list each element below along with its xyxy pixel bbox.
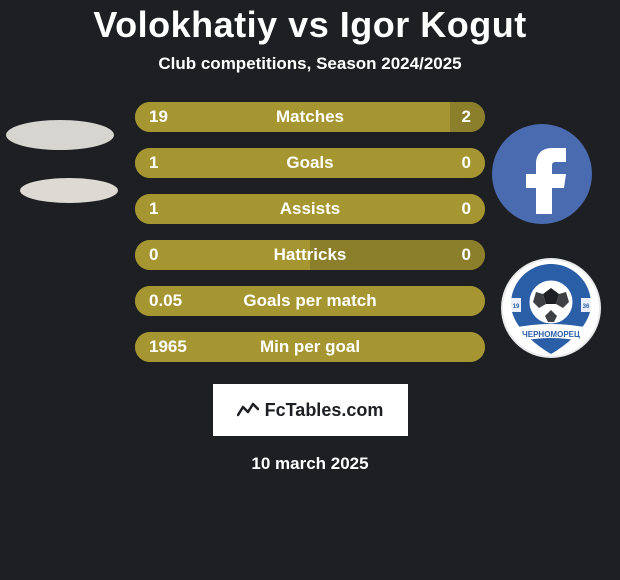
facebook-icon — [512, 134, 572, 214]
stat-row: 1965 Min per goal — [135, 332, 485, 362]
stat-left-value: 0 — [149, 245, 158, 265]
svg-text:ЧЕРНОМОРЕЦ: ЧЕРНОМОРЕЦ — [522, 330, 580, 339]
stat-right-value: 0 — [462, 199, 471, 219]
left-ellipse-2 — [20, 178, 118, 203]
svg-text:36: 36 — [583, 304, 590, 310]
stats-list: 19 Matches 2 1 Goals 0 1 Assists 0 0 Hattricks 0 0.0… — [135, 102, 485, 362]
page-subtitle: Club competitions, Season 2024/2025 — [158, 54, 461, 74]
stat-row: 0.05 Goals per match — [135, 286, 485, 316]
stat-row: 1 Assists 0 — [135, 194, 485, 224]
date-text: 10 march 2025 — [251, 454, 368, 474]
stat-left-value: 1 — [149, 199, 158, 219]
stat-label: Goals — [286, 153, 333, 173]
stat-label: Assists — [280, 199, 340, 219]
svg-text:19: 19 — [513, 304, 520, 310]
left-ellipse-1 — [6, 120, 114, 150]
stat-row: 0 Hattricks 0 — [135, 240, 485, 270]
source-badge-text: FcTables.com — [265, 400, 384, 421]
stat-left-value: 1 — [149, 153, 158, 173]
chart-icon — [237, 401, 259, 419]
facebook-badge[interactable] — [492, 124, 592, 224]
stat-row: 1 Goals 0 — [135, 148, 485, 178]
stat-label: Hattricks — [274, 245, 347, 265]
club-logo: ЧЕРНОМОРЕЦ 19 36 — [501, 258, 601, 358]
stat-right-value: 0 — [462, 153, 471, 173]
club-badge: ЧЕРНОМОРЕЦ 19 36 — [501, 258, 601, 358]
stat-left-value: 19 — [149, 107, 168, 127]
stat-left-value: 0.05 — [149, 291, 182, 311]
stat-label: Goals per match — [243, 291, 376, 311]
stat-right-value: 0 — [462, 245, 471, 265]
source-badge: FcTables.com — [213, 384, 408, 436]
stat-left-value: 1965 — [149, 337, 187, 357]
page-title: Volokhatiy vs Igor Kogut — [93, 4, 526, 46]
stat-label: Min per goal — [260, 337, 360, 357]
stat-right-value: 2 — [462, 107, 471, 127]
stat-label: Matches — [276, 107, 344, 127]
stat-row: 19 Matches 2 — [135, 102, 485, 132]
